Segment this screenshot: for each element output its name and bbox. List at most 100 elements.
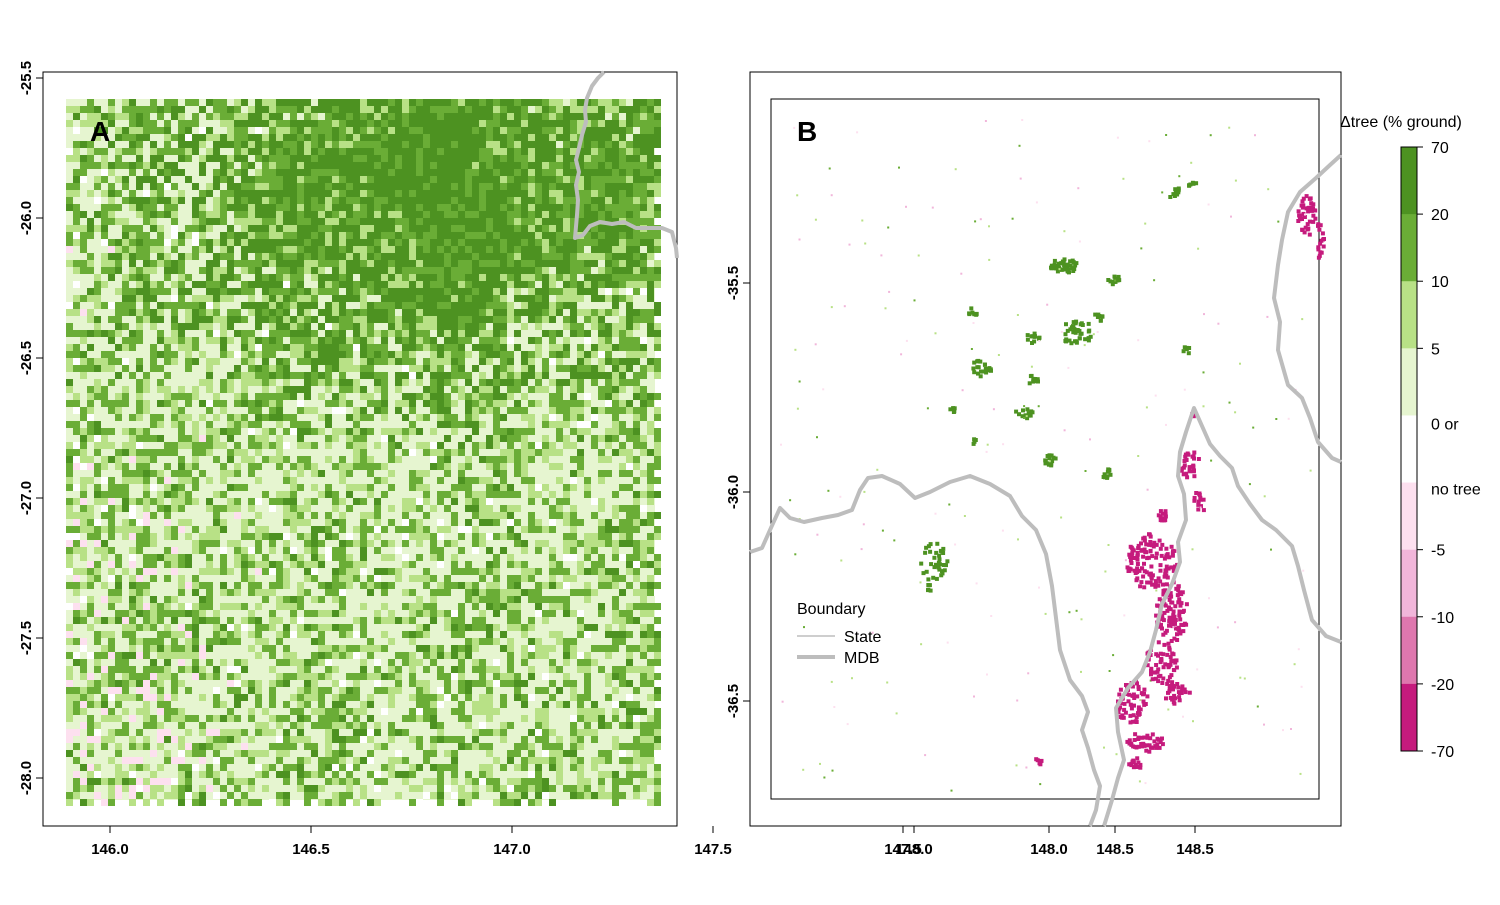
raster-cell <box>87 512 94 519</box>
raster-cell <box>283 225 290 232</box>
raster-cell <box>430 197 437 204</box>
raster-cell <box>465 127 472 134</box>
raster-cell <box>633 428 640 435</box>
raster-cell <box>507 246 514 253</box>
raster-cell <box>304 505 311 512</box>
raster-cell <box>388 302 395 309</box>
raster-cell <box>416 379 423 386</box>
raster-cell <box>255 372 262 379</box>
raster-cell <box>402 281 409 288</box>
raster-cell <box>297 435 304 442</box>
raster-cell <box>500 330 507 337</box>
raster-cell <box>500 211 507 218</box>
raster-cell <box>339 239 346 246</box>
raster-cell <box>136 239 143 246</box>
raster-cell <box>150 295 157 302</box>
raster-cell <box>276 400 283 407</box>
raster-cell <box>507 197 514 204</box>
raster-cell <box>395 155 402 162</box>
raster-cell <box>346 554 353 561</box>
raster-cell <box>430 652 437 659</box>
raster-cell <box>542 204 549 211</box>
raster-cell <box>143 624 150 631</box>
raster-cell <box>325 113 332 120</box>
raster-cell <box>402 512 409 519</box>
raster-cell <box>360 127 367 134</box>
raster-cell <box>612 225 619 232</box>
raster-cell <box>598 610 605 617</box>
raster-cell <box>444 127 451 134</box>
raster-cell <box>199 218 206 225</box>
raster-cell <box>136 414 143 421</box>
raster-cell <box>73 106 80 113</box>
raster-cell <box>521 267 528 274</box>
raster-cell <box>605 148 612 155</box>
raster-cell <box>451 288 458 295</box>
raster-cell <box>255 603 262 610</box>
raster-cell <box>577 610 584 617</box>
raster-cell <box>164 162 171 169</box>
raster-cell <box>528 190 535 197</box>
raster-cell <box>381 274 388 281</box>
raster-cell <box>213 568 220 575</box>
raster-cell <box>199 134 206 141</box>
raster-cell <box>374 239 381 246</box>
raster-cell <box>563 554 570 561</box>
raster-cell <box>409 190 416 197</box>
raster-cell <box>542 190 549 197</box>
raster-cell <box>598 498 605 505</box>
raster-cell <box>633 666 640 673</box>
raster-cell <box>472 386 479 393</box>
raster-cell <box>584 554 591 561</box>
raster-cell <box>332 463 339 470</box>
raster-cell <box>150 358 157 365</box>
raster-cell <box>178 477 185 484</box>
raster-cell <box>430 596 437 603</box>
raster-cell <box>332 218 339 225</box>
raster-cell <box>423 274 430 281</box>
raster-cell <box>556 267 563 274</box>
raster-cell <box>255 407 262 414</box>
raster-cell <box>465 491 472 498</box>
raster-cell <box>542 197 549 204</box>
raster-cell <box>430 232 437 239</box>
raster-cell <box>206 421 213 428</box>
raster-cell <box>416 288 423 295</box>
raster-cell <box>451 204 458 211</box>
raster-cell <box>199 106 206 113</box>
raster-cell <box>213 337 220 344</box>
raster-cell <box>444 400 451 407</box>
raster-cell <box>591 421 598 428</box>
raster-cell <box>290 617 297 624</box>
raster-cell <box>647 246 654 253</box>
raster-cell <box>220 316 227 323</box>
raster-cell <box>283 274 290 281</box>
raster-cell <box>458 463 465 470</box>
raster-cell <box>220 407 227 414</box>
raster-cell <box>612 246 619 253</box>
raster-cell <box>101 617 108 624</box>
raster-cell <box>584 372 591 379</box>
raster-cell <box>129 477 136 484</box>
raster-cell <box>605 428 612 435</box>
raster-cell <box>150 365 157 372</box>
raster-cell <box>66 631 73 638</box>
raster-cell <box>409 449 416 456</box>
raster-cell <box>332 162 339 169</box>
raster-cell <box>360 414 367 421</box>
raster-cell <box>647 428 654 435</box>
raster-cell <box>626 428 633 435</box>
raster-cell <box>115 575 122 582</box>
raster-cell <box>486 603 493 610</box>
raster-cell <box>206 442 213 449</box>
raster-cell <box>647 512 654 519</box>
raster-cell <box>472 239 479 246</box>
raster-cell <box>416 372 423 379</box>
raster-cell <box>374 155 381 162</box>
raster-cell <box>577 386 584 393</box>
raster-cell <box>171 225 178 232</box>
raster-cell <box>633 176 640 183</box>
raster-cell <box>80 666 87 673</box>
raster-cell <box>507 176 514 183</box>
raster-cell <box>213 512 220 519</box>
